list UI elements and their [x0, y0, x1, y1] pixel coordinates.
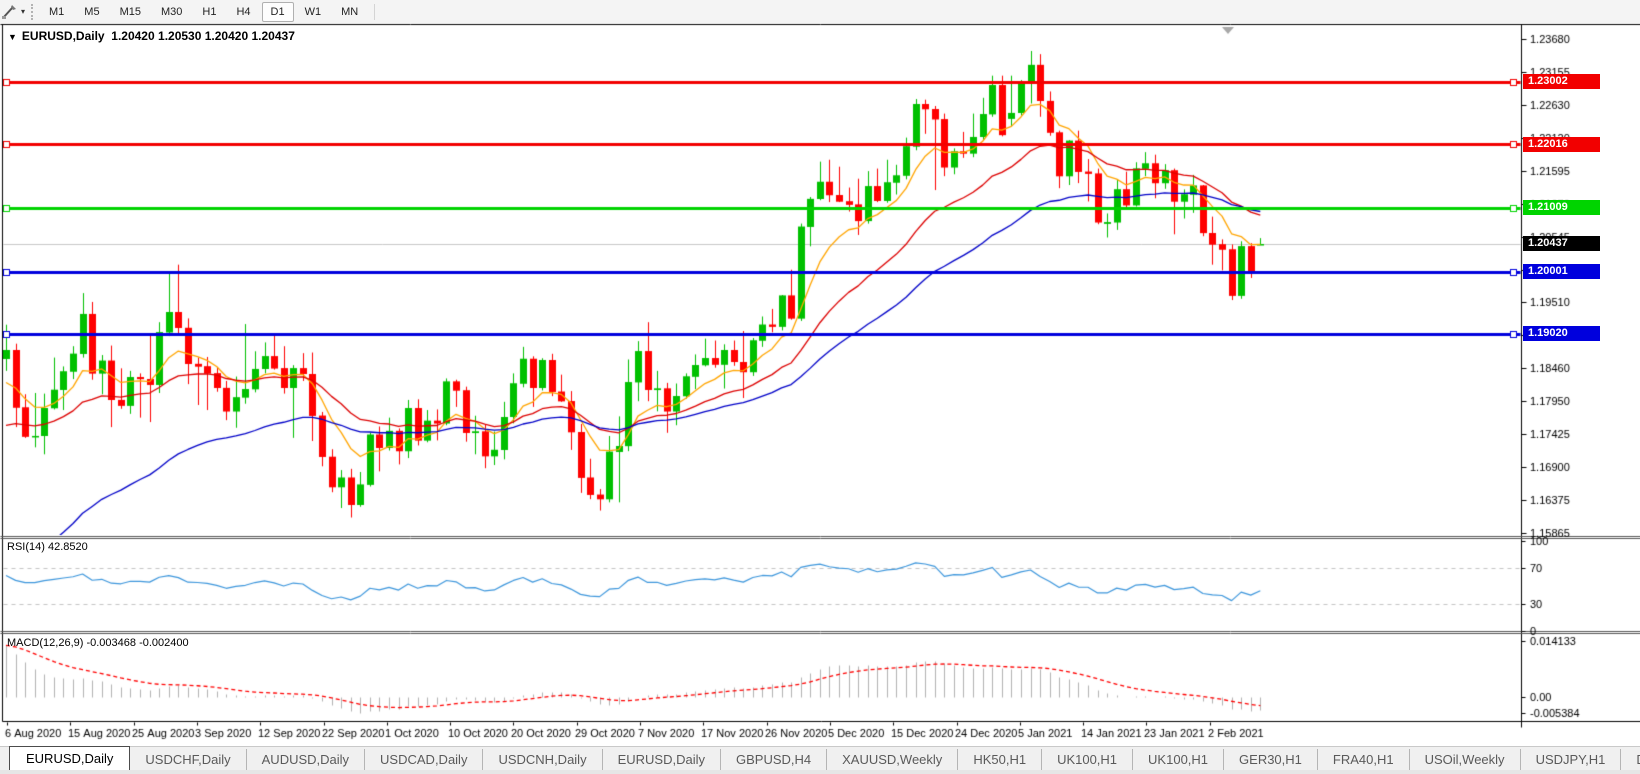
pivot-line-badge: 1.21009 [1523, 200, 1600, 216]
tab-uk100-h1[interactable]: UK100,H1 [1132, 749, 1223, 771]
tab-dj30-daily[interactable]: DJ30,Daily [1620, 749, 1640, 771]
ohlc-open: 1.20420 [111, 29, 155, 43]
tab-hk50-h1[interactable]: HK50,H1 [957, 749, 1041, 771]
support-line-badge: 1.19020 [1523, 326, 1600, 342]
ohlc-low: 1.20420 [204, 29, 249, 43]
timeframe-toolbar: ▾ M1 M5 M15 M30 H1 H4 D1 W1 MN [0, 0, 1640, 23]
chart-tabs: EURUSD,Daily USDCHF,Daily AUDUSD,Daily USDC… [0, 746, 1640, 771]
tab-xauusd-weekly[interactable]: XAUUSD,Weekly [826, 749, 957, 771]
chart-tab-bar: EURUSD,Daily USDCHF,Daily AUDUSD,Daily USDC… [0, 746, 1640, 771]
timeframe-mn-button[interactable]: MN [341, 5, 359, 18]
current-price-badge: 1.20437 [1523, 236, 1600, 252]
chart-title: ▼ EURUSD,Daily 1.20420 1.20530 1.20420 1.… [8, 29, 295, 43]
tab-eurusd-daily[interactable]: EURUSD,Daily [9, 746, 131, 771]
tab-usoil-weekly[interactable]: USOil,Weekly [1408, 749, 1520, 771]
cursor-pencil-icon[interactable] [1, 4, 19, 20]
tab-fra40-h1[interactable]: FRA40,H1 [1316, 749, 1409, 771]
support-line-badge: 1.20001 [1523, 264, 1600, 280]
tab-gbpusd-h4[interactable]: GBPUSD,H4 [719, 749, 826, 771]
resistance-line-badge: 1.22016 [1523, 136, 1600, 152]
tab-usdchf-daily[interactable]: USDCHF,Daily [145, 752, 231, 767]
chart-symbol-label: EURUSD,Daily [21, 29, 105, 43]
tab-ger30-h1[interactable]: GER30,H1 [1223, 749, 1317, 771]
tab-audusd-daily[interactable]: AUDUSD,Daily [245, 749, 364, 771]
timeframe-m15-button[interactable]: M15 [119, 5, 141, 18]
timeframe-w1-button[interactable]: W1 [304, 5, 322, 18]
toolbar-grip[interactable] [31, 3, 34, 20]
timeframe-h4-button[interactable]: H4 [236, 5, 251, 18]
chevron-down-icon[interactable]: ▾ [21, 7, 26, 16]
tab-eurusd-daily[interactable]: EURUSD,Daily [601, 749, 720, 771]
timeframe-d1-button[interactable]: D1 [261, 1, 294, 22]
tab-usdjpy-h1[interactable]: USDJPY,H1 [1519, 749, 1621, 771]
tab-uk100-h1[interactable]: UK100,H1 [1041, 749, 1132, 771]
toolbar-separator [374, 3, 376, 20]
ohlc-close: 1.20437 [251, 29, 295, 43]
status-strip [0, 770, 1640, 774]
resistance-line-badge: 1.23002 [1523, 74, 1600, 90]
timeframe-buttons: M1 M5 M15 M30 H1 H4 D1 W1 MN [39, 1, 368, 22]
rsi-indicator-label: RSI(14) 42.8520 [7, 541, 88, 553]
collapse-triangle-icon[interactable]: ▼ [8, 32, 17, 42]
timeframe-m5-button[interactable]: M5 [84, 5, 100, 18]
timeframe-h1-button[interactable]: H1 [202, 5, 217, 18]
timeframe-m30-button[interactable]: M30 [160, 5, 183, 18]
tab-usdcad-daily[interactable]: USDCAD,Daily [364, 749, 482, 771]
timeframe-m1-button[interactable]: M1 [49, 5, 65, 18]
macd-indicator-label: MACD(12,26,9) -0.003468 -0.002400 [7, 637, 189, 649]
ohlc-high: 1.20530 [158, 29, 202, 43]
tab-usdcnh-daily[interactable]: USDCNH,Daily [482, 749, 601, 771]
